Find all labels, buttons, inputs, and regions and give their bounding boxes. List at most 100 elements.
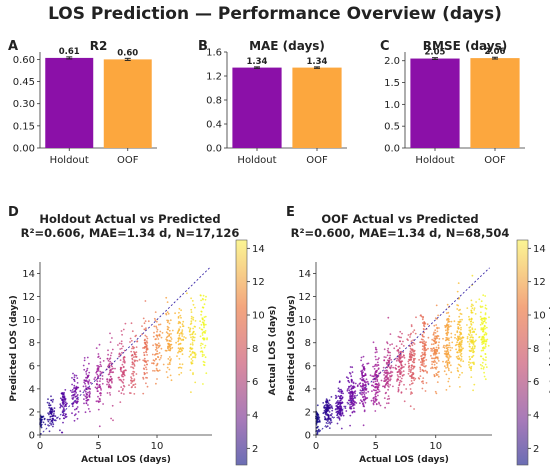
scatter-point (167, 326, 170, 329)
scatter-point (97, 408, 100, 411)
scatter-point (121, 351, 123, 354)
scatter-point (376, 383, 378, 386)
scatter-point (472, 361, 475, 364)
scatter-point (434, 332, 437, 334)
scatter-point (119, 348, 122, 350)
scatter-point (177, 351, 179, 354)
scatter-point (407, 372, 410, 375)
scatter-point (401, 332, 403, 335)
figure-title: LOS Prediction — Performance Overview (d… (48, 4, 502, 24)
y-tick-label: 1.5 (384, 78, 400, 89)
scatter-point (423, 363, 425, 365)
scatter-point (459, 344, 462, 347)
scatter-point (204, 315, 207, 318)
scatter-point (391, 343, 393, 345)
scatter-point (451, 347, 453, 349)
scatter-point (372, 381, 375, 384)
scatter-point (483, 375, 486, 378)
scatter-point (136, 360, 139, 362)
scatter-point (83, 389, 86, 392)
scatter-point (181, 347, 184, 349)
scatter-point (120, 340, 123, 343)
scatter-point (359, 402, 361, 404)
scatter-point (448, 377, 450, 380)
scatter-point (435, 392, 438, 395)
scatter-point (166, 311, 169, 314)
scatter-point (155, 352, 158, 355)
scatter-point (200, 310, 203, 313)
scatter-point (51, 410, 54, 412)
scatter-point (460, 341, 463, 344)
scatter-point (389, 384, 391, 386)
scatter-point (155, 338, 158, 340)
scatter-point (50, 407, 52, 410)
scatter-point (407, 360, 410, 363)
scatter-point (438, 341, 440, 344)
scatter-point (480, 327, 483, 329)
scatter-point (485, 321, 487, 324)
scatter-point (71, 389, 74, 391)
scatter-point (448, 339, 450, 342)
scatter-point (144, 341, 147, 344)
scatter-point (71, 377, 73, 379)
scatter-title: OOF Actual vs Predicted (321, 212, 478, 226)
scatter-point (74, 387, 77, 390)
scatter-point (40, 420, 43, 422)
scatter-point (432, 361, 435, 363)
scatter-point (437, 344, 440, 347)
scatter-point (474, 313, 477, 315)
scatter-point (384, 379, 387, 381)
scatter-point (422, 380, 424, 383)
scatter-point (59, 403, 62, 406)
scatter-point (385, 363, 388, 365)
scatter-point (159, 330, 162, 333)
scatter-point (393, 347, 396, 350)
scatter-point (156, 334, 159, 337)
scatter-point (487, 344, 490, 347)
scatter-point (191, 347, 194, 350)
scatter-point (480, 338, 483, 341)
scatter-point (436, 334, 439, 337)
scatter-point (446, 319, 448, 321)
scatter-point (79, 390, 82, 393)
scatter-point (203, 319, 206, 322)
scatter-point (375, 403, 378, 405)
scatter-point (468, 361, 470, 364)
scatter-point (412, 331, 414, 333)
scatter-point (379, 404, 382, 407)
scatter-point (155, 358, 157, 361)
scatter-point (189, 343, 192, 346)
scatter-point (481, 319, 483, 322)
scatter-point (167, 349, 170, 351)
scatter-point (328, 427, 331, 429)
scatter-point (145, 350, 147, 353)
scatter-point (48, 402, 51, 405)
scatter-point (413, 379, 416, 382)
scatter-point (73, 384, 76, 387)
scatter-point (169, 347, 172, 350)
scatter-point (484, 378, 487, 381)
scatter-point (143, 328, 146, 331)
scatter-point (190, 391, 192, 393)
scatter-point (483, 347, 486, 350)
scatter-point (350, 375, 353, 378)
scatter-point (177, 322, 180, 325)
scatter-point (447, 331, 450, 334)
scatter-point (480, 328, 483, 331)
scatter-point (170, 379, 173, 382)
scatter-point (386, 402, 388, 405)
scatter-point (470, 365, 473, 368)
scatter-point (123, 359, 126, 362)
scatter-point (107, 359, 110, 362)
scatter-point (76, 406, 79, 408)
scatter-point (400, 392, 403, 394)
scatter-point (380, 379, 383, 382)
scatter-point (409, 333, 412, 336)
scatter-point (122, 384, 125, 387)
scatter-point (349, 398, 352, 401)
scatter-point (351, 411, 354, 413)
scatter-point (370, 399, 373, 402)
scatter-point (472, 321, 474, 324)
scatter-point (431, 363, 433, 366)
scatter-point (112, 419, 114, 422)
